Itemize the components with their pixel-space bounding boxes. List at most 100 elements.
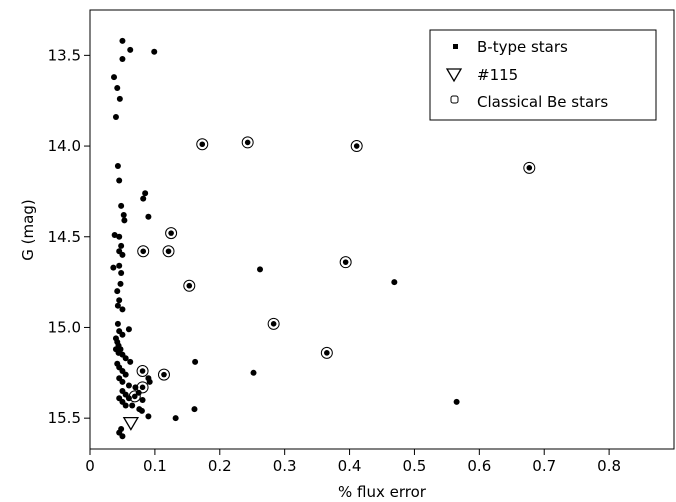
classical-be-star-point [161, 371, 167, 378]
b-type-star-point [116, 95, 123, 102]
legend-marker-b-type [453, 44, 458, 49]
b-type-star-point [121, 217, 128, 224]
b-type-star-point [122, 371, 129, 378]
classical-be-star-ring [267, 317, 280, 330]
classical-be-star-ring [523, 161, 536, 174]
b-type-star-point [116, 248, 123, 255]
b-type-star-point [119, 331, 126, 338]
y-tick-label: 13.5 [48, 46, 81, 64]
b-type-star-point [139, 397, 146, 404]
y-tick-label: 14.0 [48, 137, 81, 155]
classical-be-star-ring [183, 279, 196, 292]
legend-box [429, 29, 657, 121]
b-type-star-point [142, 190, 149, 197]
classical-be-star-point [168, 230, 174, 236]
classical-be-star-ring [136, 364, 149, 377]
classical-be-star-point [199, 141, 206, 148]
classical-be-star-ring [165, 227, 178, 240]
b-type-star-point [391, 279, 398, 286]
classical-be-star-point [342, 259, 349, 265]
classical-be-star-ring [162, 245, 175, 258]
b-type-star-point [114, 302, 121, 309]
b-type-star-point [114, 320, 121, 327]
b-type-star-point [116, 262, 123, 269]
classical-be-star-point [186, 282, 193, 289]
x-tick-label: 0.7 [532, 457, 556, 475]
b-type-star-point [192, 358, 199, 365]
b-type-star-point [125, 326, 132, 333]
classical-be-star-point [139, 384, 146, 391]
x-tick-label: 0.2 [208, 457, 232, 475]
b-type-star-point [118, 202, 125, 209]
classical-be-star-point [131, 393, 138, 400]
b-type-star-point [146, 378, 153, 385]
b-type-star-point [119, 37, 126, 44]
classical-be-star-ring [128, 390, 141, 403]
data-points [110, 37, 536, 440]
b-type-star-point [145, 413, 152, 420]
b-type-star-point [129, 402, 136, 409]
y-axis-ticks: 13.5 14.0 14.5 15.0 15.5 [48, 46, 90, 427]
b-type-star-point [110, 264, 117, 271]
b-type-star-point [122, 402, 129, 409]
b-type-star-point [125, 382, 132, 389]
b-type-star-point [114, 85, 121, 92]
b-type-star-point [114, 288, 121, 295]
b-type-star-point [116, 233, 123, 240]
classical-be-star-point [270, 321, 277, 327]
b-type-star-point [111, 74, 118, 81]
b-type-star-point [140, 195, 147, 202]
b-type-star-point [145, 213, 152, 220]
b-type-star-point [119, 433, 126, 440]
b-type-star-point [127, 358, 134, 365]
y-tick-label: 15.0 [48, 318, 81, 336]
x-tick-label: 0.6 [467, 457, 491, 475]
b-type-star-point [257, 266, 264, 273]
classical-be-star-point [324, 350, 330, 356]
b-type-star-point [118, 242, 125, 249]
b-type-star-point [111, 231, 118, 238]
classical-be-star-point [140, 248, 147, 255]
classical-be-star-ring [320, 346, 333, 359]
classical-be-star-ring [136, 381, 149, 394]
y-tick-label: 14.5 [48, 228, 81, 246]
star-115-point [122, 416, 140, 431]
b-type-star-point [119, 55, 126, 62]
b-type-star-point [119, 306, 126, 313]
b-type-star-point [119, 378, 126, 385]
b-type-star-point [116, 297, 123, 304]
legend: B-type stars #115 Classical Be stars [429, 29, 657, 121]
x-tick-label: 0.1 [143, 457, 167, 475]
b-type-star-point [172, 415, 179, 422]
classical-be-star-point [353, 143, 360, 149]
legend-label-115: #115 [477, 66, 518, 84]
b-type-star-point [118, 270, 125, 277]
b-type-star-point [191, 406, 198, 413]
classical-be-star-point [165, 248, 172, 255]
b-type-star-point [453, 398, 460, 405]
b-type-star-point [151, 48, 158, 55]
legend-marker-classical-be [450, 95, 459, 104]
b-type-star-point [120, 211, 127, 218]
classical-be-star-ring [137, 245, 150, 258]
classical-be-star-point [244, 139, 251, 146]
x-tick-label: 0.5 [403, 457, 427, 475]
y-axis-title: G (mag) [19, 199, 37, 260]
x-tick-label: 0.3 [273, 457, 297, 475]
x-tick-label: 0 [85, 457, 95, 475]
b-type-star-point [122, 355, 129, 362]
b-type-star-point [114, 163, 121, 170]
legend-marker-115 [445, 68, 463, 83]
classical-be-star-ring [157, 368, 170, 381]
classical-be-star-point [526, 165, 533, 171]
legend-label-b-type: B-type stars [477, 38, 568, 56]
legend-label-classical-be: Classical Be stars [477, 93, 608, 111]
classical-be-star-ring [241, 136, 254, 149]
b-type-star-point [250, 369, 257, 376]
b-type-star-point [136, 406, 143, 413]
x-tick-label: 0.4 [338, 457, 362, 475]
y-tick-label: 15.5 [48, 409, 81, 427]
classical-be-star-ring [196, 138, 209, 151]
x-axis-ticks: 0 0.1 0.2 0.3 0.4 0.5 0.6 0.7 0.8 [85, 449, 621, 475]
